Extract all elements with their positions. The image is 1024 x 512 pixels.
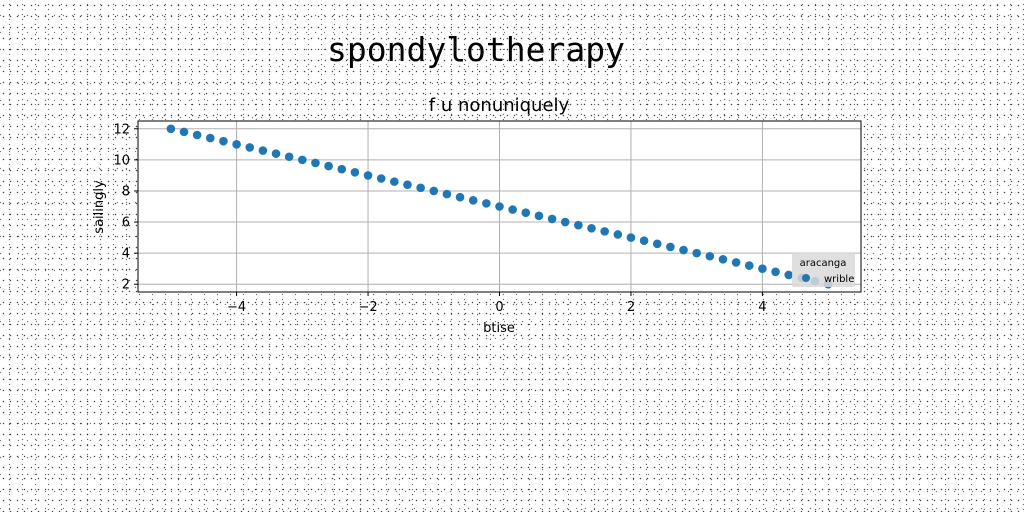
data-point (784, 270, 793, 280)
y-tick-label: 6 (122, 216, 130, 231)
data-point (666, 242, 675, 252)
data-point (376, 174, 386, 183)
chart-title: f u nonuniquely (429, 95, 570, 116)
data-point (416, 183, 425, 193)
data-point (771, 267, 780, 277)
grid-lines (138, 121, 861, 292)
x-axis-label: btise (483, 321, 515, 336)
data-point (271, 149, 281, 158)
data-point (600, 227, 609, 236)
data-point (245, 143, 255, 152)
series-wrible-points (166, 124, 833, 289)
data-point (639, 236, 649, 245)
y-axis-label: sailingly (92, 180, 107, 234)
data-point (363, 171, 373, 180)
data-point (547, 214, 557, 224)
data-point (324, 161, 333, 171)
data-point (232, 140, 241, 149)
data-point (192, 130, 202, 140)
y-tick-label: 8 (122, 184, 130, 199)
data-point (166, 124, 176, 134)
data-point (311, 158, 320, 168)
x-tick-label: −2 (358, 300, 377, 315)
data-point (258, 146, 268, 155)
data-point (705, 251, 715, 261)
x-tick-label: 2 (627, 300, 635, 315)
x-tick-label: 4 (758, 300, 766, 315)
data-point (626, 233, 636, 242)
legend-marker-wrible (802, 274, 810, 282)
data-point (758, 264, 767, 273)
x-tick-label: 0 (495, 300, 503, 315)
y-tick-label: 10 (113, 153, 130, 168)
data-point (692, 248, 701, 258)
data-point (613, 230, 623, 239)
data-point (731, 258, 741, 267)
data-point (206, 133, 215, 143)
legend-title: aracanga (800, 258, 847, 269)
data-point (390, 177, 399, 186)
figure-suptitle: spondylotherapy (326, 30, 625, 69)
data-point (534, 211, 544, 221)
data-point (679, 245, 688, 255)
data-point (429, 186, 439, 196)
data-point (350, 168, 360, 177)
y-tick-label: 12 (113, 122, 130, 137)
data-point (442, 189, 452, 199)
y-axis-ticks: 2 4 6 8 10 12 (113, 122, 138, 293)
data-point (744, 261, 754, 270)
x-tick-label: −4 (227, 300, 246, 315)
data-point (560, 217, 570, 227)
data-point (508, 205, 517, 214)
data-point (179, 127, 189, 137)
y-tick-label: 2 (122, 278, 130, 293)
data-point (284, 152, 294, 162)
legend: aracanga wrible (792, 253, 855, 287)
legend-label-wrible: wrible (824, 274, 854, 285)
data-point (521, 208, 531, 218)
data-point (495, 202, 504, 211)
data-point (718, 255, 728, 264)
data-point (298, 155, 307, 165)
x-axis-ticks: −4 −2 0 2 4 (227, 292, 767, 315)
data-point (482, 199, 491, 208)
data-point (455, 192, 465, 202)
data-point (219, 136, 228, 146)
y-tick-label: 4 (122, 247, 130, 262)
data-point (403, 180, 412, 190)
data-point (652, 239, 662, 249)
data-point (574, 220, 583, 230)
data-point (468, 195, 478, 205)
data-point (587, 223, 596, 233)
data-point (337, 164, 347, 174)
